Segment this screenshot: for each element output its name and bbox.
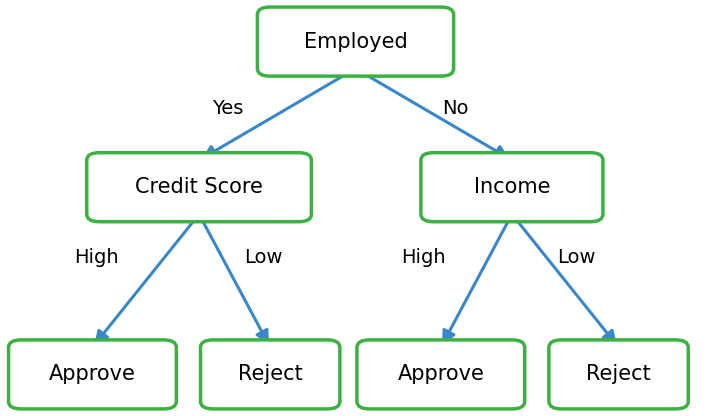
Text: Income: Income — [474, 177, 550, 197]
Text: Approve: Approve — [397, 364, 484, 384]
Text: High: High — [401, 248, 445, 267]
Text: Reject: Reject — [237, 364, 303, 384]
Text: Approve: Approve — [49, 364, 136, 384]
FancyBboxPatch shape — [87, 153, 311, 222]
Text: No: No — [442, 99, 469, 118]
Text: Reject: Reject — [586, 364, 651, 384]
Text: Low: Low — [244, 248, 282, 267]
FancyBboxPatch shape — [549, 340, 688, 409]
FancyBboxPatch shape — [9, 340, 176, 409]
FancyBboxPatch shape — [257, 7, 454, 76]
FancyBboxPatch shape — [421, 153, 603, 222]
Text: High: High — [74, 248, 118, 267]
FancyBboxPatch shape — [201, 340, 340, 409]
Text: Credit Score: Credit Score — [135, 177, 263, 197]
Text: Yes: Yes — [212, 99, 243, 118]
FancyBboxPatch shape — [357, 340, 525, 409]
Text: Low: Low — [557, 248, 595, 267]
Text: Employed: Employed — [304, 32, 407, 52]
